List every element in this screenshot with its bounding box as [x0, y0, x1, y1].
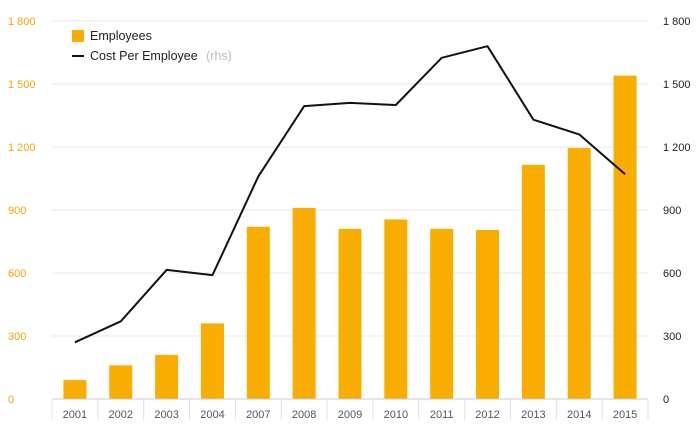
bar-2012: [476, 229, 500, 399]
y-right-tick-label: 1 200: [663, 142, 691, 154]
x-tick-label-2003: 2003: [154, 409, 178, 421]
line-series-cost-per-employee: [74, 45, 626, 344]
y-left-tick-label: 0: [8, 394, 14, 406]
x-tick-label-2015: 2015: [613, 409, 637, 421]
x-tick-label-2008: 2008: [292, 409, 316, 421]
bar-2007: [246, 226, 270, 399]
y-right-tick-label: 1 800: [663, 16, 691, 28]
bar-2002: [109, 365, 133, 399]
y-right-tick-label: 600: [663, 268, 681, 280]
bar-2004: [200, 323, 224, 399]
y-right-tick-label: 0: [663, 394, 669, 406]
x-tick-label-2012: 2012: [475, 409, 499, 421]
x-tick-label-2002: 2002: [109, 409, 133, 421]
bar-2008: [292, 207, 316, 399]
x-tick-label-2001: 2001: [63, 409, 87, 421]
legend-swatch-employees: [72, 30, 84, 42]
legend-label-cost-per-employee: Cost Per Employee (rhs): [90, 47, 232, 64]
y-left-tick-label: 1 800: [8, 16, 36, 28]
x-tick-label-2013: 2013: [521, 409, 545, 421]
legend-label-employees: Employees: [90, 29, 152, 43]
y-left-tick-label: 300: [8, 331, 26, 343]
legend: Employees Cost Per Employee (rhs): [72, 29, 232, 64]
bar-2014: [567, 148, 591, 399]
y-left-tick-label: 1 500: [8, 79, 36, 91]
y-right-tick-label: 900: [663, 205, 681, 217]
bar-2001: [63, 380, 87, 399]
bar-series-employees: [63, 75, 637, 399]
x-tick-label-2009: 2009: [338, 409, 362, 421]
y-right-tick-label: 300: [663, 331, 681, 343]
bar-2010: [384, 219, 408, 399]
bar-2011: [430, 228, 454, 399]
legend-label-rhs: (rhs): [206, 49, 232, 63]
x-tick-label-2014: 2014: [567, 409, 591, 421]
x-tick-label-2007: 2007: [246, 409, 270, 421]
bar-2013: [521, 164, 545, 399]
bar-2009: [338, 228, 362, 399]
axes: 0 300 600 900 1 200 1 500 1 800 0 300 600 900 1 200…: [8, 16, 691, 421]
x-tick-label-2010: 2010: [384, 409, 408, 421]
x-tick-label-2011: 2011: [430, 409, 454, 421]
y-left-tick-label: 600: [8, 268, 26, 280]
y-left-tick-label: 900: [8, 205, 26, 217]
y-left-tick-label: 1 200: [8, 142, 36, 154]
x-tick-label-2004: 2004: [200, 409, 224, 421]
legend-label-cost-text: Cost Per Employee: [90, 49, 198, 63]
y-right-tick-label: 1 500: [663, 79, 691, 91]
bar-2015: [613, 75, 637, 399]
bar-2003: [155, 354, 179, 399]
grid-lines: [52, 20, 648, 337]
